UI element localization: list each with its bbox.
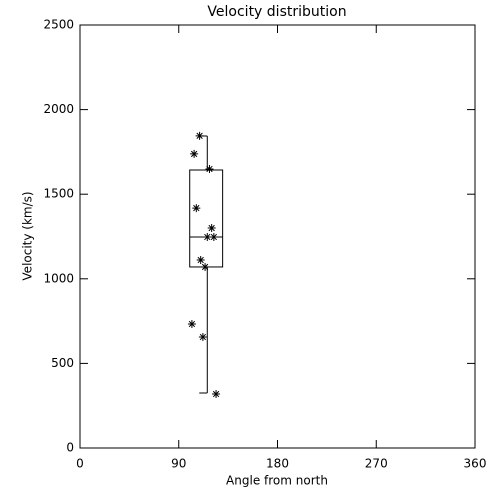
y-tick-label: 1500 — [43, 187, 74, 201]
point — [212, 390, 221, 399]
y-tick-label: 0 — [66, 441, 74, 455]
point — [209, 233, 218, 242]
point — [196, 256, 205, 265]
point — [207, 224, 216, 233]
y-axis-label: Velocity (km/s) — [21, 191, 35, 280]
point — [201, 262, 210, 271]
point — [205, 164, 214, 173]
y-tick-label: 500 — [51, 356, 74, 370]
y-tick-label: 2500 — [43, 18, 74, 32]
x-axis-label: Angle from north — [226, 474, 328, 488]
x-tick-label: 270 — [365, 457, 388, 471]
point — [187, 319, 196, 328]
x-tick-label: 180 — [266, 457, 289, 471]
point — [195, 131, 204, 140]
point — [198, 333, 207, 342]
x-tick-label: 90 — [171, 457, 186, 471]
chart-title: Velocity distribution — [207, 4, 346, 20]
point — [190, 149, 199, 158]
y-tick-label: 1000 — [43, 271, 74, 285]
point — [203, 233, 212, 242]
point — [192, 204, 201, 213]
x-tick-label: 360 — [464, 457, 487, 471]
x-tick-label: 0 — [76, 457, 84, 471]
y-tick-label: 2000 — [43, 102, 74, 116]
